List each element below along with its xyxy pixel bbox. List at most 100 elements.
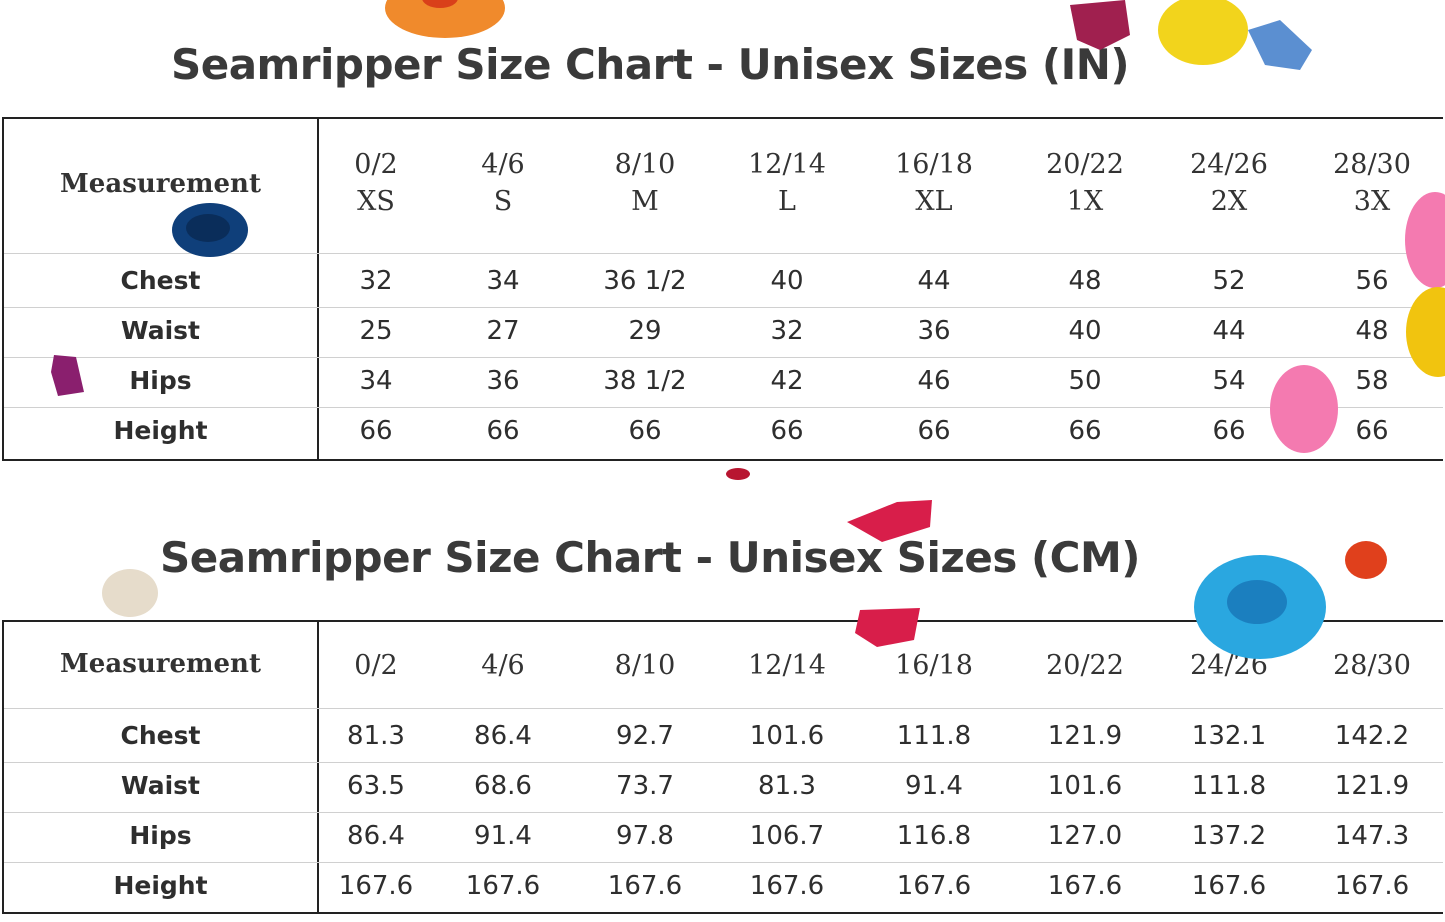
table-cell: 66	[628, 416, 662, 446]
table-cell: 38 1/2	[603, 366, 687, 396]
table-cell: 44	[917, 266, 951, 296]
size-number: 20/22	[1046, 149, 1124, 180]
table-cell: 92.7	[616, 721, 674, 751]
size-header-7: 28/30	[1333, 650, 1411, 681]
row-label: Waist	[121, 316, 200, 345]
table-cell: 137.2	[1191, 821, 1267, 851]
row-label: Height	[113, 871, 208, 900]
table-cell: 167.6	[338, 871, 414, 901]
row-divider	[4, 762, 1443, 763]
table-cell: 66	[917, 416, 951, 446]
table-cell: 127.0	[1047, 821, 1123, 851]
table-row: Height 66 66 66 66 66 66 66 66	[4, 407, 1443, 457]
table-cell: 81.3	[347, 721, 405, 751]
size-number: 24/26	[1190, 149, 1268, 180]
size-header-7: 28/30 3X	[1312, 149, 1432, 217]
size-letter: XS	[357, 186, 395, 217]
size-header-5: 20/22 1X	[1025, 149, 1145, 217]
row-divider	[4, 407, 1443, 408]
size-header-6: 24/26 2X	[1169, 149, 1289, 217]
paint-blob-cyan	[1194, 555, 1326, 659]
table-cell: 52	[1212, 266, 1246, 296]
table-cell: 58	[1355, 366, 1389, 396]
table-row: Waist 63.5 68.6 73.7 81.3 91.4 101.6 111.8 121.9	[4, 762, 1443, 812]
cm-chart-title: Seamripper Size Chart - Unisex Sizes (CM…	[160, 533, 1140, 582]
size-number: 12/14	[748, 149, 826, 180]
table-cell: 27	[486, 316, 520, 346]
size-header-1: 4/6	[481, 650, 525, 681]
table-row: Waist 25 27 29 32 36 40 44 48	[4, 307, 1443, 357]
table-cell: 167.6	[1191, 871, 1267, 901]
table-cell: 73.7	[616, 771, 674, 801]
table-row: Height 167.6 167.6 167.6 167.6 167.6 167.6 167.…	[4, 862, 1443, 912]
table-cell: 66	[1355, 416, 1389, 446]
table-cell: 101.6	[749, 721, 825, 751]
paint-blob-magenta	[1070, 0, 1130, 50]
table-cell: 121.9	[1047, 721, 1123, 751]
table-cell: 147.3	[1334, 821, 1410, 851]
size-header-2: 8/10	[614, 650, 676, 681]
size-letter: 3X	[1353, 186, 1391, 217]
table-row: Hips 86.4 91.4 97.8 106.7 116.8 127.0 137.2 147.…	[4, 812, 1443, 862]
row-divider	[4, 812, 1443, 813]
table-cell: 63.5	[347, 771, 405, 801]
table-cell: 66	[770, 416, 804, 446]
cm-size-table: Measurement 0/2 4/6 8/10 12/14 16/18 20/22 24/…	[2, 620, 1443, 914]
size-number: 28/30	[1333, 149, 1411, 180]
table-cell: 40	[1068, 316, 1102, 346]
row-divider	[4, 253, 1443, 254]
size-letter: M	[631, 186, 659, 217]
paint-blob-red-dot	[726, 468, 750, 480]
table-cell: 101.6	[1047, 771, 1123, 801]
table-row: Hips 34 36 38 1/2 42 46 50 54 58	[4, 357, 1443, 407]
table-cell: 66	[1212, 416, 1246, 446]
table-cell: 86.4	[347, 821, 405, 851]
paint-blob-yellow-edge	[1406, 287, 1445, 377]
size-letter: 1X	[1066, 186, 1104, 217]
row-label: Height	[113, 416, 208, 445]
table-cell: 111.8	[1191, 771, 1267, 801]
measurement-header: Measurement	[60, 649, 261, 679]
paint-blob-navy	[172, 203, 248, 257]
inch-size-table: Measurement 0/2 XS 4/6 S 8/10 M 12/14 L 16/18 XL 2…	[2, 117, 1443, 461]
table-cell: 56	[1355, 266, 1389, 296]
size-number: 8/10	[614, 149, 676, 180]
table-cell: 167.6	[465, 871, 541, 901]
table-cell: 106.7	[749, 821, 825, 851]
table-cell: 81.3	[758, 771, 816, 801]
table-cell: 48	[1068, 266, 1102, 296]
row-label: Chest	[120, 721, 201, 750]
size-header-4: 16/18	[895, 650, 973, 681]
table-cell: 32	[770, 316, 804, 346]
size-header-0: 0/2	[354, 650, 398, 681]
size-header-5: 20/22	[1046, 650, 1124, 681]
size-header-0: 0/2 XS	[316, 149, 436, 217]
table-cell: 34	[486, 266, 520, 296]
table-cell: 50	[1068, 366, 1102, 396]
table-cell: 167.6	[896, 871, 972, 901]
table-cell: 132.1	[1191, 721, 1267, 751]
paint-blob-beige	[102, 569, 158, 617]
paint-blob-orange	[385, 0, 505, 38]
column-divider	[317, 119, 319, 459]
size-letter: 2X	[1210, 186, 1248, 217]
row-label: Hips	[129, 821, 192, 850]
table-cell: 142.2	[1334, 721, 1410, 751]
row-divider	[4, 708, 1443, 709]
table-cell: 36	[917, 316, 951, 346]
size-letter: XL	[915, 186, 953, 217]
table-cell: 97.8	[616, 821, 674, 851]
table-cell: 167.6	[607, 871, 683, 901]
column-divider	[317, 622, 319, 912]
table-cell: 68.6	[474, 771, 532, 801]
table-header-row: Measurement 0/2 XS 4/6 S 8/10 M 12/14 L 16/18 XL 2…	[4, 119, 1443, 253]
table-cell: 167.6	[1047, 871, 1123, 901]
row-divider	[4, 307, 1443, 308]
size-number: 16/18	[895, 149, 973, 180]
inch-chart-title: Seamripper Size Chart - Unisex Sizes (IN…	[170, 40, 1130, 89]
table-cell: 46	[917, 366, 951, 396]
table-cell: 86.4	[474, 721, 532, 751]
table-cell: 121.9	[1334, 771, 1410, 801]
table-row: Chest 32 34 36 1/2 40 44 48 52 56	[4, 257, 1443, 307]
size-letter: S	[493, 186, 513, 217]
